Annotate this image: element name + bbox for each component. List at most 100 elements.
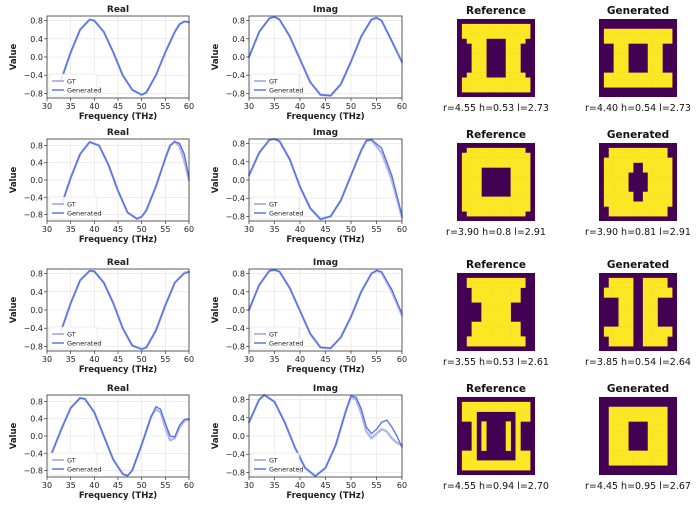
y-tick-label: −0.4 bbox=[226, 194, 245, 203]
pattern-pixel bbox=[642, 321, 649, 327]
pattern-reference-3: Reference r=3.55 h=0.53 l=2.61 bbox=[443, 259, 549, 368]
pattern-pixel bbox=[471, 147, 477, 154]
pattern-pixel bbox=[525, 77, 531, 83]
pattern-pixel bbox=[466, 82, 472, 88]
pattern-pixel bbox=[505, 465, 511, 471]
pattern-pixel bbox=[657, 182, 663, 188]
pattern-pixel bbox=[491, 331, 497, 337]
pattern-pixel bbox=[628, 162, 634, 168]
pattern-pixel bbox=[657, 82, 663, 88]
pattern-pixel bbox=[652, 440, 658, 447]
pattern-pixel bbox=[461, 33, 468, 39]
pattern-pixel bbox=[652, 38, 658, 44]
pattern-pixel bbox=[623, 321, 629, 327]
pattern-pixel bbox=[652, 182, 658, 188]
y-axis-label: Value bbox=[9, 422, 19, 449]
pattern-pixel bbox=[613, 43, 619, 49]
pattern-pixel bbox=[481, 431, 487, 437]
pattern-pixel bbox=[657, 72, 663, 78]
pattern-pixel bbox=[471, 38, 477, 44]
pattern-pixel bbox=[505, 196, 511, 202]
pattern-pixel bbox=[500, 287, 507, 293]
pattern-pixel bbox=[642, 191, 649, 197]
pattern-pixel bbox=[525, 450, 531, 456]
pattern-pixel bbox=[496, 336, 502, 342]
pattern-pixel bbox=[652, 445, 658, 451]
pattern-pixel bbox=[662, 292, 668, 298]
pattern-pixel bbox=[608, 440, 614, 447]
pattern-pixel bbox=[613, 28, 619, 34]
pattern-pixel bbox=[642, 206, 649, 212]
pattern-pixel bbox=[647, 287, 653, 293]
x-tick-label: 50 bbox=[346, 355, 356, 364]
pattern-pixel bbox=[466, 182, 472, 188]
pattern-pixel bbox=[608, 331, 614, 337]
pattern-pixel bbox=[520, 152, 526, 158]
pattern-pixel bbox=[520, 182, 526, 188]
pattern-pixel bbox=[471, 48, 477, 54]
pattern-pixel bbox=[486, 312, 492, 318]
pattern-pixel bbox=[515, 450, 521, 456]
pattern-pixel bbox=[515, 445, 521, 451]
pattern-pixel bbox=[652, 201, 658, 207]
pattern-pixel bbox=[638, 450, 644, 456]
x-tick-label: 50 bbox=[137, 481, 147, 490]
pattern-pixel bbox=[481, 426, 487, 432]
pattern-pixel bbox=[481, 72, 487, 78]
legend-label-gt: GT bbox=[67, 457, 76, 465]
pattern-pixel bbox=[481, 312, 487, 318]
pattern-pixel bbox=[647, 211, 653, 217]
pattern-pixel bbox=[471, 77, 477, 83]
pattern-pixel bbox=[515, 67, 521, 73]
pattern-pixel bbox=[618, 287, 624, 293]
pattern-pixel bbox=[603, 172, 610, 178]
pattern-pixel bbox=[608, 206, 614, 212]
pattern-pixel bbox=[652, 43, 658, 49]
pattern-pixel bbox=[471, 455, 477, 461]
pattern-pixel bbox=[667, 287, 673, 293]
pattern-pixel bbox=[613, 455, 619, 461]
pattern-pixel bbox=[618, 297, 624, 303]
pattern-pixel bbox=[476, 77, 482, 83]
pattern-pixel bbox=[481, 302, 487, 308]
pattern-pixel bbox=[471, 196, 477, 202]
pattern-pixel bbox=[618, 72, 624, 78]
pattern-pixel bbox=[652, 191, 658, 197]
pattern-pixel bbox=[515, 186, 521, 193]
pattern-pixel bbox=[481, 326, 487, 332]
legend-label-gt: GT bbox=[67, 331, 76, 339]
pattern-pixel bbox=[623, 182, 629, 188]
pattern-pixel bbox=[520, 157, 526, 163]
pattern-pixel bbox=[491, 312, 497, 318]
pattern-pixel bbox=[510, 277, 516, 284]
pattern-pixel bbox=[608, 416, 614, 422]
pattern-pixel bbox=[623, 77, 629, 83]
x-tick-label: 45 bbox=[113, 225, 123, 234]
pattern-pixel bbox=[618, 426, 624, 432]
pattern-pixel bbox=[486, 401, 492, 408]
pattern-pixel bbox=[628, 450, 634, 456]
pattern-pixel bbox=[481, 316, 487, 323]
pattern-pixel bbox=[515, 196, 521, 202]
pattern-pixel bbox=[638, 152, 644, 158]
pattern-pixel bbox=[471, 58, 477, 64]
pattern-pixel bbox=[476, 336, 482, 342]
y-tick-label: 0.4 bbox=[232, 288, 245, 297]
pattern-pixel bbox=[481, 201, 487, 207]
pattern-pixel bbox=[647, 312, 653, 318]
pattern-pixel bbox=[476, 43, 482, 49]
pattern-pixel bbox=[486, 336, 492, 342]
pattern-pixel bbox=[662, 406, 668, 412]
pattern-pixel bbox=[608, 28, 614, 34]
pattern-pixel bbox=[486, 147, 492, 154]
legend-label-generated: Generated bbox=[67, 466, 101, 474]
pattern-pixel bbox=[603, 33, 610, 39]
pattern-pixel bbox=[461, 411, 468, 417]
pattern-pixel bbox=[657, 211, 663, 217]
y-tick-label: 0.8 bbox=[30, 17, 43, 26]
pattern-pixel bbox=[500, 206, 507, 212]
pattern-pixel bbox=[515, 436, 521, 442]
pattern-pixel bbox=[623, 455, 629, 461]
legend-label-generated: Generated bbox=[67, 340, 101, 348]
